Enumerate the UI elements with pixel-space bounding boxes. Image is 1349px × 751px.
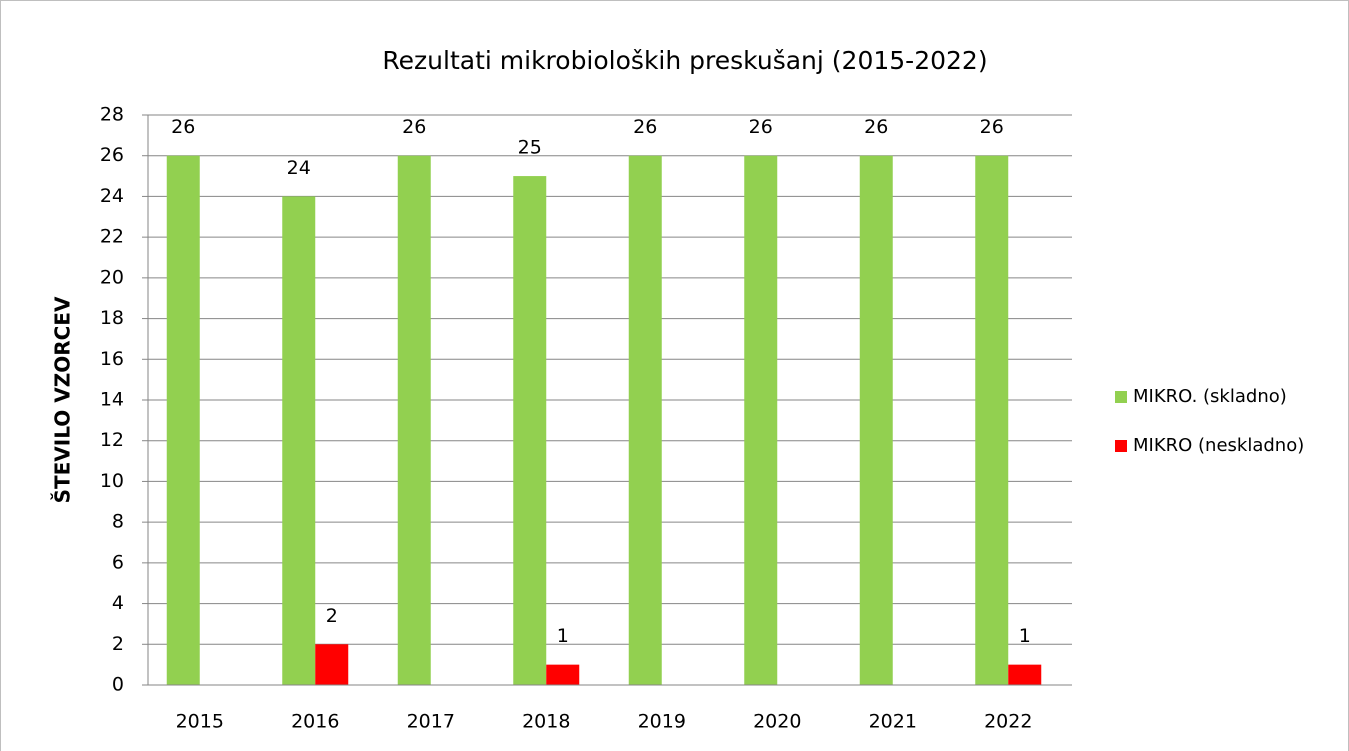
chart-title: Rezultati mikrobioloških preskušanj (201… xyxy=(382,46,987,75)
data-label: 26 xyxy=(171,116,195,138)
x-tick-label: 2017 xyxy=(407,711,455,733)
data-label: 26 xyxy=(402,116,426,138)
x-tick-label: 2022 xyxy=(984,711,1032,733)
bar xyxy=(282,196,316,685)
y-tick-label: 4 xyxy=(112,592,124,614)
x-tick-label: 2018 xyxy=(522,711,570,733)
data-label: 26 xyxy=(633,116,657,138)
y-tick-label: 26 xyxy=(100,144,124,166)
bar xyxy=(975,155,1009,685)
y-tick-label: 16 xyxy=(100,348,124,370)
y-tick-label: 0 xyxy=(112,674,124,696)
y-tick-label: 2 xyxy=(112,633,124,655)
data-label: 1 xyxy=(1019,625,1031,647)
y-tick-label: 10 xyxy=(100,470,124,492)
y-tick-label: 28 xyxy=(100,104,124,126)
x-tick-label: 2019 xyxy=(638,711,686,733)
x-tick-label: 2015 xyxy=(176,711,224,733)
y-tick-label: 24 xyxy=(100,185,124,207)
bar xyxy=(315,644,349,685)
data-label: 26 xyxy=(980,116,1004,138)
y-tick-label: 14 xyxy=(100,389,124,411)
x-tick-label: 2016 xyxy=(291,711,339,733)
legend-label: MIKRO (neskladno) xyxy=(1133,435,1304,456)
y-tick-label: 20 xyxy=(100,266,124,288)
data-label: 25 xyxy=(518,137,542,159)
bar xyxy=(744,155,778,685)
bar xyxy=(397,155,431,685)
data-label: 2 xyxy=(326,605,338,627)
bar xyxy=(859,155,893,685)
y-tick-label: 8 xyxy=(112,511,124,533)
x-tick-label: 2021 xyxy=(869,711,917,733)
data-label: 1 xyxy=(557,625,569,647)
data-label: 26 xyxy=(749,116,773,138)
legend-swatch xyxy=(1115,440,1127,452)
y-tick-label: 18 xyxy=(100,307,124,329)
bar xyxy=(628,155,662,685)
y-tick-label: 22 xyxy=(100,226,124,248)
y-tick-label: 6 xyxy=(112,551,124,573)
bar xyxy=(546,664,580,685)
y-axis-label: ŠTEVILO VZORCEV xyxy=(51,296,75,503)
bar xyxy=(166,155,200,685)
legend-label: MIKRO. (skladno) xyxy=(1133,386,1287,407)
data-label: 24 xyxy=(287,157,311,179)
bar xyxy=(513,176,547,686)
bar xyxy=(1008,664,1042,685)
legend-swatch xyxy=(1115,391,1127,403)
data-label: 26 xyxy=(864,116,888,138)
y-tick-label: 12 xyxy=(100,429,124,451)
x-tick-label: 2020 xyxy=(753,711,801,733)
